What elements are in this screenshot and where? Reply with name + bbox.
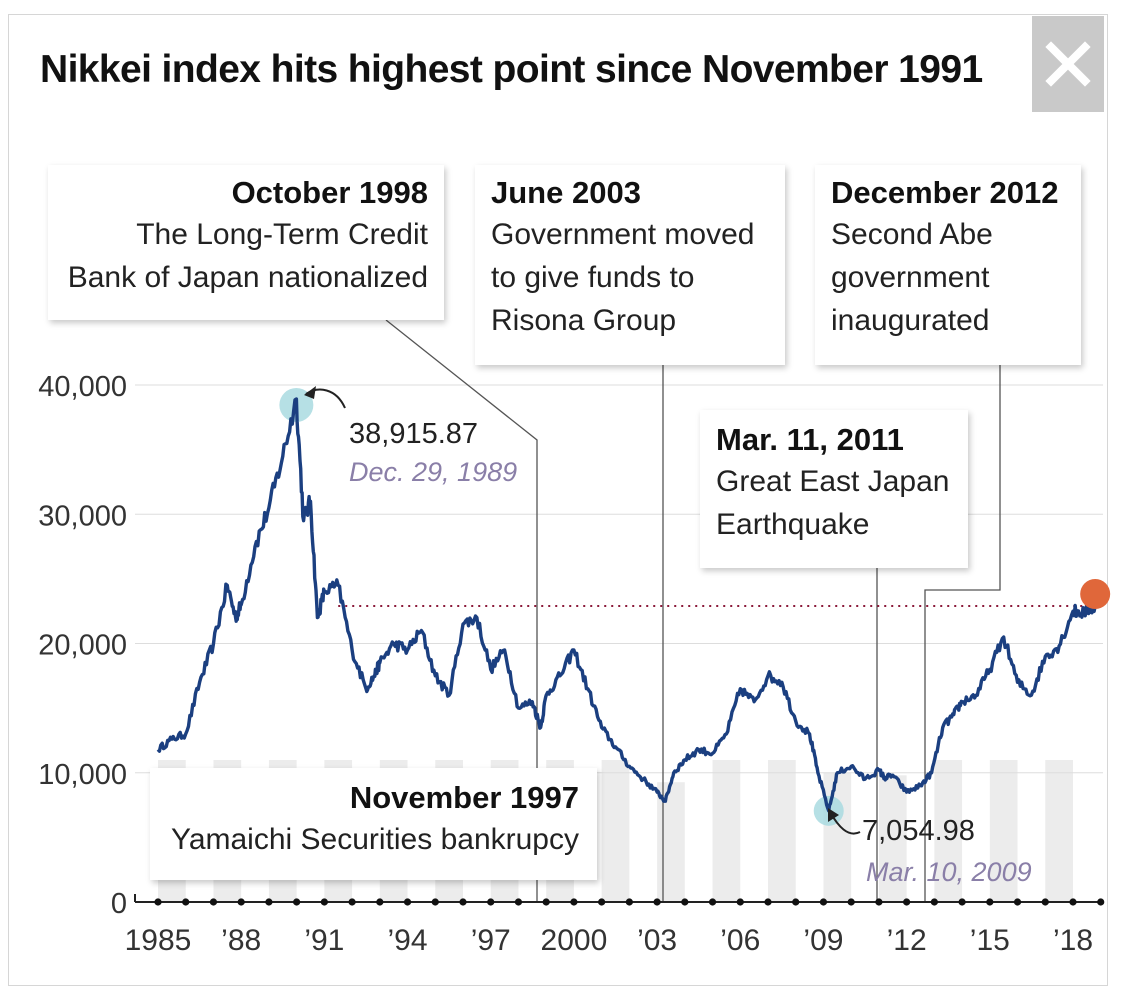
close-icon[interactable] bbox=[1045, 41, 1091, 87]
x-tick-dot bbox=[487, 898, 495, 906]
series-line bbox=[156, 397, 1097, 813]
leader-line bbox=[924, 365, 1001, 902]
callout-heading: October 1998 bbox=[231, 175, 428, 210]
x-tick-label: ’18 bbox=[1053, 924, 1093, 957]
year-band bbox=[768, 760, 796, 902]
x-tick-label: ’88 bbox=[221, 924, 261, 957]
x-tick-label: ’15 bbox=[970, 924, 1010, 957]
x-tick-dot bbox=[819, 898, 828, 906]
callout-october-1998: October 1998 The Long-Term Credit Bank o… bbox=[48, 165, 444, 320]
x-tick-label: ’03 bbox=[637, 924, 677, 957]
x-tick-label: 2000 bbox=[541, 924, 608, 957]
callout-november-1997: November 1997 Yamaichi Securities bankru… bbox=[150, 768, 597, 880]
x-tick-dot bbox=[320, 898, 328, 906]
x-tick-dot bbox=[681, 898, 689, 906]
x-tick-dot bbox=[570, 898, 578, 906]
peak-value-label: 38,915.87 bbox=[349, 418, 479, 450]
callout-heading: November 1997 bbox=[349, 780, 579, 815]
year-band bbox=[878, 775, 907, 902]
callout-text: Yamaichi Securities bankrupcy bbox=[171, 823, 579, 856]
callout-heading: Mar. 11, 2011 bbox=[716, 422, 904, 457]
x-tick-dot bbox=[903, 898, 911, 906]
x-tick-dot bbox=[875, 898, 883, 906]
x-tick-dot bbox=[764, 898, 772, 906]
y-tick-label: 0 bbox=[111, 888, 127, 920]
leader-line bbox=[385, 319, 538, 902]
x-tick-dot bbox=[182, 898, 190, 906]
callout-june-2003: June 2003 Government moved to give funds… bbox=[475, 165, 785, 365]
x-tick-label: ’94 bbox=[388, 924, 428, 957]
year-band bbox=[1045, 760, 1073, 902]
year-band bbox=[601, 760, 630, 902]
x-tick-dot bbox=[986, 898, 994, 906]
x-tick-dot bbox=[209, 898, 218, 906]
close-button[interactable] bbox=[1032, 16, 1104, 112]
callout-text: Government moved to give funds to Risona… bbox=[491, 218, 755, 337]
year-band bbox=[934, 760, 963, 902]
x-tick-label: ’06 bbox=[720, 924, 760, 957]
peak-arrowhead bbox=[304, 386, 316, 399]
x-tick-dot bbox=[293, 898, 301, 906]
x-tick-dot bbox=[348, 898, 356, 906]
callout-march-2011: Mar. 11, 2011 Great East Japan Earthquak… bbox=[700, 410, 968, 568]
x-tick-dot bbox=[154, 898, 162, 906]
x-tick-label: ’12 bbox=[887, 924, 927, 957]
x-tick-dot bbox=[598, 898, 606, 906]
peak-date-label: Dec. 29, 1989 bbox=[349, 457, 518, 487]
x-tick-dot bbox=[958, 898, 966, 906]
callout-heading: December 2012 bbox=[831, 175, 1059, 210]
x-tick-dot bbox=[1069, 898, 1077, 906]
x-tick-label: ’97 bbox=[471, 924, 511, 957]
x-tick-dot bbox=[542, 898, 550, 906]
year-band bbox=[823, 772, 852, 902]
year-band bbox=[657, 782, 685, 902]
x-tick-label: 1985 bbox=[125, 924, 192, 957]
x-tick-dot bbox=[1097, 898, 1105, 906]
x-tick-dot bbox=[514, 898, 523, 906]
year-band bbox=[712, 760, 741, 902]
x-tick-label: ’91 bbox=[304, 924, 344, 957]
callout-text: Great East Japan Earthquake bbox=[716, 465, 950, 541]
low-arrowhead bbox=[828, 808, 839, 822]
x-tick-dot bbox=[930, 898, 938, 906]
chart-title: Nikkei index hits highest point since No… bbox=[40, 48, 983, 91]
x-tick-dot bbox=[431, 898, 439, 906]
x-tick-dot bbox=[792, 898, 800, 906]
x-tick-dot bbox=[459, 898, 467, 906]
x-tick-dot bbox=[736, 898, 744, 906]
y-tick-label: 30,000 bbox=[38, 500, 127, 532]
x-tick-dot bbox=[1013, 898, 1022, 906]
callout-text: The Long-Term Credit Bank of Japan natio… bbox=[67, 218, 428, 294]
x-tick-dot bbox=[847, 898, 855, 906]
callout-heading: June 2003 bbox=[491, 175, 641, 210]
x-tick-dot bbox=[653, 898, 661, 906]
y-tick-label: 20,000 bbox=[38, 630, 127, 662]
callout-text: Second Abe government inaugurated bbox=[831, 218, 993, 337]
current-marker bbox=[1080, 579, 1111, 610]
x-tick-dot bbox=[265, 898, 273, 906]
low-value-label: 7,054.98 bbox=[862, 815, 975, 847]
x-tick-dot bbox=[1041, 898, 1049, 906]
y-tick-label: 10,000 bbox=[38, 759, 127, 791]
x-tick-label: ’09 bbox=[803, 924, 843, 957]
x-tick-dot bbox=[376, 898, 384, 906]
callout-december-2012: December 2012 Second Abe government inau… bbox=[815, 165, 1081, 365]
x-tick-dot bbox=[403, 898, 412, 906]
y-tick-label: 40,000 bbox=[38, 371, 127, 403]
x-tick-dot bbox=[237, 898, 245, 906]
x-tick-dot bbox=[625, 898, 633, 906]
x-tick-dot bbox=[708, 898, 717, 906]
year-band bbox=[989, 760, 1018, 902]
low-date-label: Mar. 10, 2009 bbox=[866, 857, 1032, 887]
